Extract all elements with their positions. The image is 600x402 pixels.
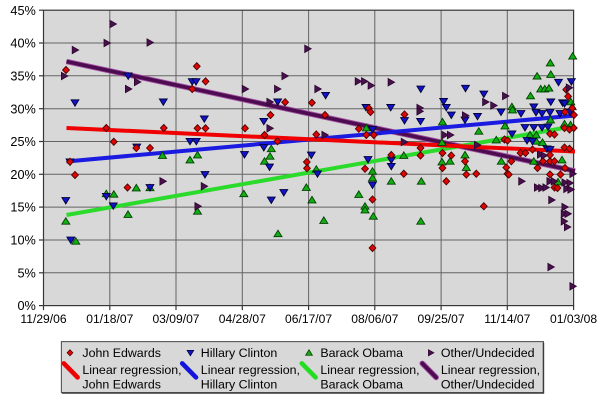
svg-text:11/14/07: 11/14/07: [484, 312, 530, 326]
svg-text:11/29/06: 11/29/06: [20, 312, 66, 326]
svg-text:08/06/07: 08/06/07: [351, 312, 398, 326]
svg-text:10%: 10%: [10, 234, 35, 248]
svg-text:35%: 35%: [10, 69, 35, 83]
svg-text:06/17/07: 06/17/07: [285, 312, 332, 326]
svg-text:John Edwards: John Edwards: [82, 377, 161, 391]
svg-text:03/09/07: 03/09/07: [152, 312, 199, 326]
svg-text:20%: 20%: [10, 168, 35, 182]
svg-text:Hillary Clinton: Hillary Clinton: [201, 377, 278, 391]
svg-text:30%: 30%: [10, 102, 35, 116]
svg-text:Linear regression,: Linear regression,: [441, 363, 540, 377]
svg-text:09/25/07: 09/25/07: [418, 312, 465, 326]
svg-text:01/18/07: 01/18/07: [86, 312, 133, 326]
svg-text:04/28/07: 04/28/07: [219, 312, 266, 326]
svg-text:Linear regression,: Linear regression,: [201, 363, 300, 377]
svg-text:5%: 5%: [17, 266, 35, 280]
svg-text:25%: 25%: [10, 135, 35, 149]
svg-text:Barack Obama: Barack Obama: [320, 346, 403, 360]
svg-text:Barack Obama: Barack Obama: [320, 377, 403, 391]
svg-text:Linear regression,: Linear regression,: [82, 363, 181, 377]
svg-text:01/03/08: 01/03/08: [550, 312, 597, 326]
svg-text:Other/Undecided: Other/Undecided: [441, 346, 535, 360]
svg-text:40%: 40%: [10, 37, 35, 51]
svg-text:0%: 0%: [17, 299, 35, 313]
svg-text:Other/Undecided: Other/Undecided: [441, 377, 535, 391]
svg-text:Linear regression,: Linear regression,: [320, 363, 419, 377]
svg-text:John Edwards: John Edwards: [82, 346, 161, 360]
svg-text:Hillary Clinton: Hillary Clinton: [201, 346, 278, 360]
svg-text:45%: 45%: [10, 4, 35, 18]
svg-text:15%: 15%: [10, 201, 35, 215]
